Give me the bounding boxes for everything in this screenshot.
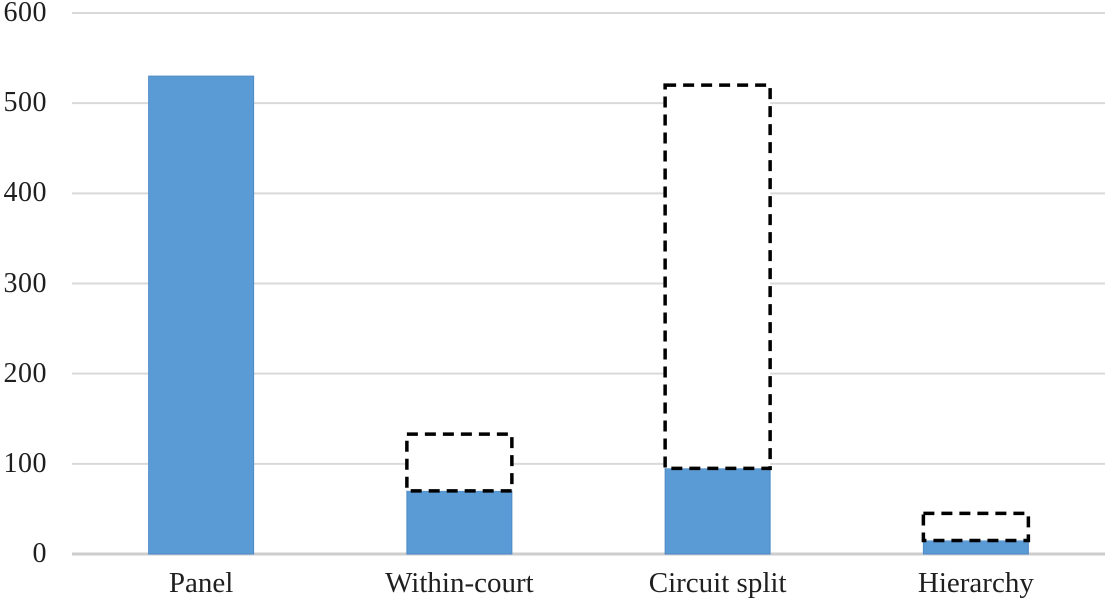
y-axis-tick-label: 500 [3,87,47,119]
x-axis-category-label-within-court: Within-court [385,567,534,599]
x-axis-category-label-panel: Panel [168,567,234,599]
solid-bar-circuit-split [664,467,771,555]
dashed-outline-bar-circuit-split [663,83,772,471]
solid-bar-within-court [406,490,513,555]
dashed-outline-bar-hierarchy [921,511,1031,543]
x-axis-category-label-hierarchy: Hierarchy [917,567,1034,599]
y-axis-tick-label: 400 [3,177,47,209]
solid-bar-panel [148,75,255,555]
y-axis-tick-label: 600 [3,0,47,28]
dashed-outline-bar-within-court [405,432,514,493]
y-axis-tick-label: 0 [32,538,47,569]
y-axis-tick-label: 100 [3,447,47,479]
y-axis-tick-label: 200 [3,357,47,389]
y-axis-labels: 0 100 200 300 400 500 600 [0,0,47,608]
x-axis-category-label-circuit-split: Circuit split [648,567,787,599]
y-axis-tick-label: 300 [3,267,47,299]
